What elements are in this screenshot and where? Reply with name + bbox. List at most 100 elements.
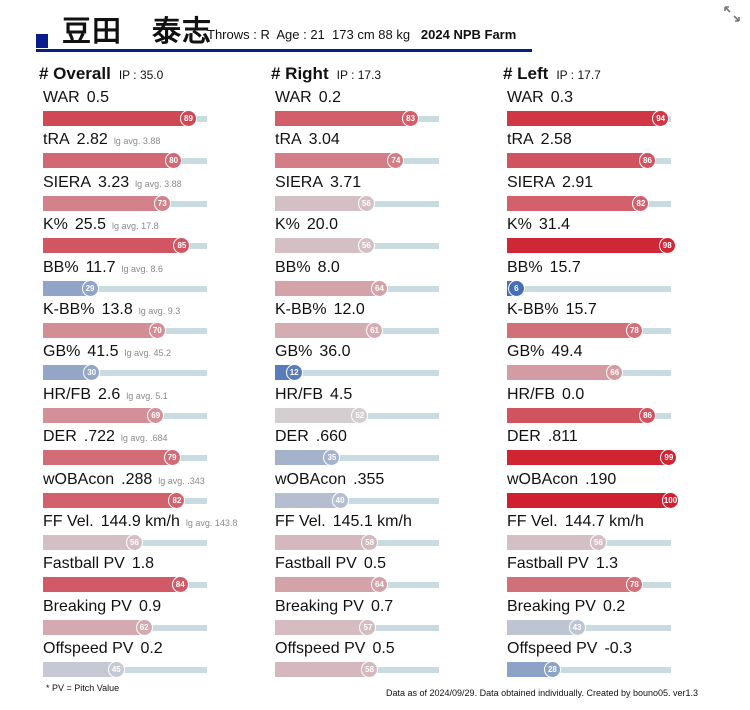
metric-name: K-BB% [507,301,559,318]
player-name: 豆田 泰志 [62,14,213,48]
metric-value: .288 [121,470,153,488]
metric-label: BB% 15.7 [507,259,581,277]
metric-name: FF Vel. [507,513,558,530]
percentile-badge: 89 [179,110,197,127]
metric-name: K% [275,216,300,234]
metric-value: 0.9 [138,597,162,615]
metric-value: 41.5 [87,343,119,361]
metric-label: Offspeed PV 0.5 [275,640,395,658]
bar-fill [275,535,371,550]
percentile-badge: 43 [568,618,586,636]
metric-label: Fastball PV 1.3 [507,555,618,573]
metric-label: K-BB% 15.7 [507,301,597,319]
metric-value: 15.7 [549,258,581,276]
metric-name: wOBAcon [275,470,347,488]
bar-fill [275,153,397,169]
metric-name: GB% [43,343,81,361]
metric-name: tRA [507,131,534,149]
bar-track [507,624,671,631]
bar-fill [275,195,367,211]
percentile-badge: 86 [639,406,657,424]
metric-value: 145.1 km/h [332,513,412,530]
metric-value: 25.5 [74,216,107,234]
percentile-badge: 40 [331,491,349,509]
bar-fill [43,153,175,169]
percentile-badge: 85 [173,237,191,255]
percentile-badge: 82 [632,194,650,212]
bar-fill [43,238,183,254]
metric-name: WAR [275,89,312,106]
bar-fill [507,662,553,678]
metric-label: GB% 49.4 [507,343,582,361]
column-title: # Overall IP : 35.0 [39,64,163,84]
metric-value: 15.7 [565,301,597,318]
bar-fill [43,619,145,635]
metric-label: HR/FB 2.6 lg avg. 5.1 [43,386,168,404]
age-label: Age : 21 [276,27,325,42]
bar-fill [43,450,173,466]
metric-name: tRA [275,131,302,149]
metric-value: 144.7 km/h [564,513,644,530]
percentile-badge: 99 [660,449,678,467]
percentile-badge: 82 [168,491,186,509]
metric-value: 1.8 [131,555,155,573]
percentile-badge: 98 [658,237,676,255]
bar-fill [43,662,117,678]
metric-label: HR/FB 4.5 [275,386,352,404]
metric-name: SIERA [507,173,556,191]
metric-name: DER [43,428,77,446]
metric-label: SIERA 3.23 lg avg. 3.88 [43,174,182,192]
percentile-badge: 64 [370,576,388,594]
metric-value: 3.71 [330,173,362,191]
metric-label: Breaking PV 0.2 [507,598,625,616]
metric-label: Offspeed PV 0.2 [43,640,163,658]
percentile-badge: 35 [323,449,341,467]
metric-value: 0.2 [318,89,341,106]
bar-fill [507,365,616,381]
metric-name: Offspeed PV [275,640,366,658]
metric-label: FF Vel. 145.1 km/h [275,513,412,531]
percentile-badge: 56 [357,237,375,255]
bar-fill [507,407,649,423]
metric-value: 31.4 [538,216,571,234]
metric-value: 4.5 [330,385,353,403]
column-title-text: # Overall [39,64,111,83]
metric-value: 0.0 [562,385,585,403]
league-average: lg avg. 3.88 [135,178,182,189]
percentile-badge: 56 [357,194,375,212]
bar-track [43,667,207,674]
throws-label: Throws : R [207,27,270,42]
metric-label: Breaking PV 0.9 [43,598,161,616]
metric-name: K% [43,216,68,234]
percentile-badge: 56 [125,534,143,551]
bar-fill [275,492,341,508]
bar-track [43,370,207,377]
metric-label: K% 31.4 [507,216,570,234]
percentile-badge: 83 [402,110,420,127]
metric-value: 2.82 [76,131,108,149]
league-average: lg avg. 143.8 [185,518,238,528]
header-accent-block [36,34,48,48]
metric-name: Breaking PV [275,597,364,615]
metric-label: DER .722 lg avg. .684 [43,428,167,446]
metric-label: tRA 3.04 [275,131,340,149]
metric-label: wOBAcon .355 [275,471,384,489]
metric-value: 0.5 [372,640,395,658]
header-underline [36,49,532,52]
metric-name: WAR [507,89,544,106]
metric-label: HR/FB 0.0 [507,386,584,404]
expand-icon[interactable] [722,4,742,24]
metric-label: SIERA 3.71 [275,174,361,192]
metric-label: tRA 2.58 [507,131,572,149]
metric-label: SIERA 2.91 [507,174,593,192]
metric-value: 0.3 [550,89,573,106]
metric-value: 20.0 [306,216,339,234]
metric-label: Fastball PV 1.8 [43,555,154,573]
bar-fill [43,195,163,211]
metric-value: .355 [353,470,385,488]
percentile-badge: 28 [543,661,561,679]
bar-fill [275,323,376,338]
metric-name: DER [507,428,541,446]
bar-track [275,455,439,462]
metric-name: DER [275,428,309,446]
